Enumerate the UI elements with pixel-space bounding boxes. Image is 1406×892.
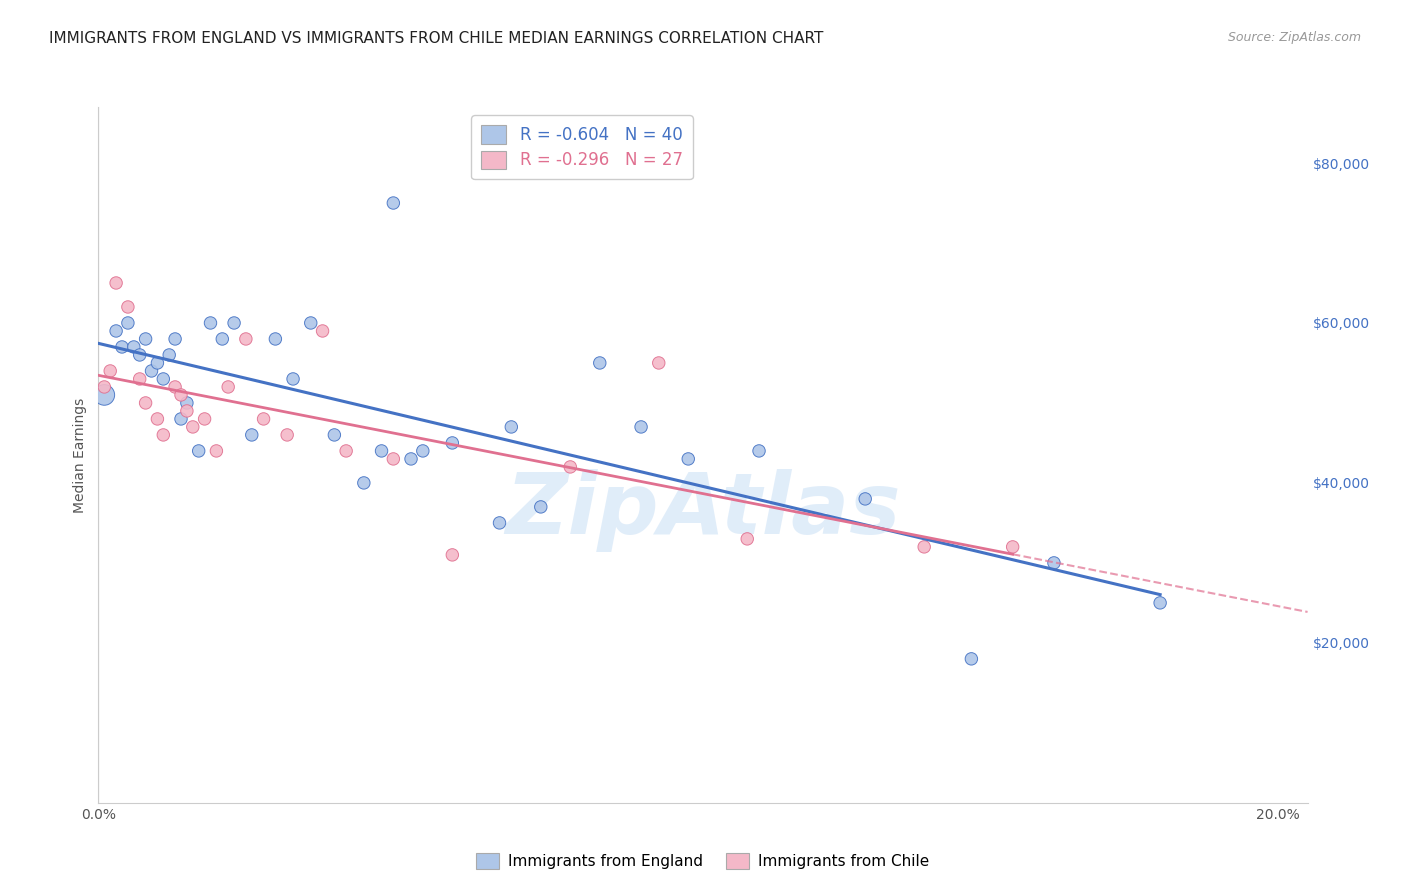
Point	[217, 380, 239, 394]
Text: IMMIGRANTS FROM ENGLAND VS IMMIGRANTS FROM CHILE MEDIAN EARNINGS CORRELATION CHA: IMMIGRANTS FROM ENGLAND VS IMMIGRANTS FR…	[49, 31, 824, 46]
Point	[194, 412, 217, 426]
Point	[170, 412, 193, 426]
Point	[152, 372, 174, 386]
Point	[264, 332, 287, 346]
Point	[399, 451, 422, 466]
Point	[176, 396, 198, 410]
Point	[960, 652, 983, 666]
Point	[105, 276, 128, 290]
Point	[630, 420, 652, 434]
Point	[211, 332, 233, 346]
Point	[235, 332, 257, 346]
Point	[93, 388, 115, 402]
Point	[135, 332, 157, 346]
Point	[141, 364, 163, 378]
Point	[157, 348, 180, 362]
Point	[93, 380, 115, 394]
Point	[187, 444, 209, 458]
Y-axis label: Median Earnings: Median Earnings	[73, 397, 87, 513]
Point	[181, 420, 204, 434]
Point	[165, 380, 187, 394]
Point	[678, 451, 700, 466]
Point	[170, 388, 193, 402]
Point	[488, 516, 510, 530]
Legend: Immigrants from England, Immigrants from Chile: Immigrants from England, Immigrants from…	[470, 847, 936, 875]
Point	[1043, 556, 1066, 570]
Point	[146, 356, 169, 370]
Point	[176, 404, 198, 418]
Point	[299, 316, 322, 330]
Point	[122, 340, 145, 354]
Point	[311, 324, 333, 338]
Point	[98, 364, 121, 378]
Text: ZipAtlas: ZipAtlas	[505, 469, 901, 552]
Point	[152, 428, 174, 442]
Point	[105, 324, 128, 338]
Point	[501, 420, 523, 434]
Legend: R = -0.604   N = 40, R = -0.296   N = 27: R = -0.604 N = 40, R = -0.296 N = 27	[471, 115, 693, 179]
Point	[912, 540, 935, 554]
Point	[382, 196, 405, 211]
Point	[1149, 596, 1171, 610]
Point	[735, 532, 758, 546]
Point	[370, 444, 392, 458]
Point	[412, 444, 434, 458]
Point	[252, 412, 274, 426]
Point	[205, 444, 228, 458]
Point	[323, 428, 346, 442]
Point	[530, 500, 553, 514]
Point	[560, 459, 582, 474]
Point	[200, 316, 222, 330]
Point	[353, 475, 375, 490]
Point	[441, 436, 464, 450]
Text: Source: ZipAtlas.com: Source: ZipAtlas.com	[1227, 31, 1361, 45]
Point	[165, 332, 187, 346]
Point	[240, 428, 263, 442]
Point	[748, 444, 770, 458]
Point	[128, 348, 150, 362]
Point	[335, 444, 357, 458]
Point	[589, 356, 612, 370]
Point	[276, 428, 298, 442]
Point	[441, 548, 464, 562]
Point	[281, 372, 304, 386]
Point	[111, 340, 134, 354]
Point	[382, 451, 405, 466]
Point	[135, 396, 157, 410]
Point	[117, 300, 139, 314]
Point	[222, 316, 245, 330]
Point	[128, 372, 150, 386]
Point	[648, 356, 671, 370]
Point	[1001, 540, 1024, 554]
Point	[117, 316, 139, 330]
Point	[146, 412, 169, 426]
Point	[853, 491, 876, 506]
